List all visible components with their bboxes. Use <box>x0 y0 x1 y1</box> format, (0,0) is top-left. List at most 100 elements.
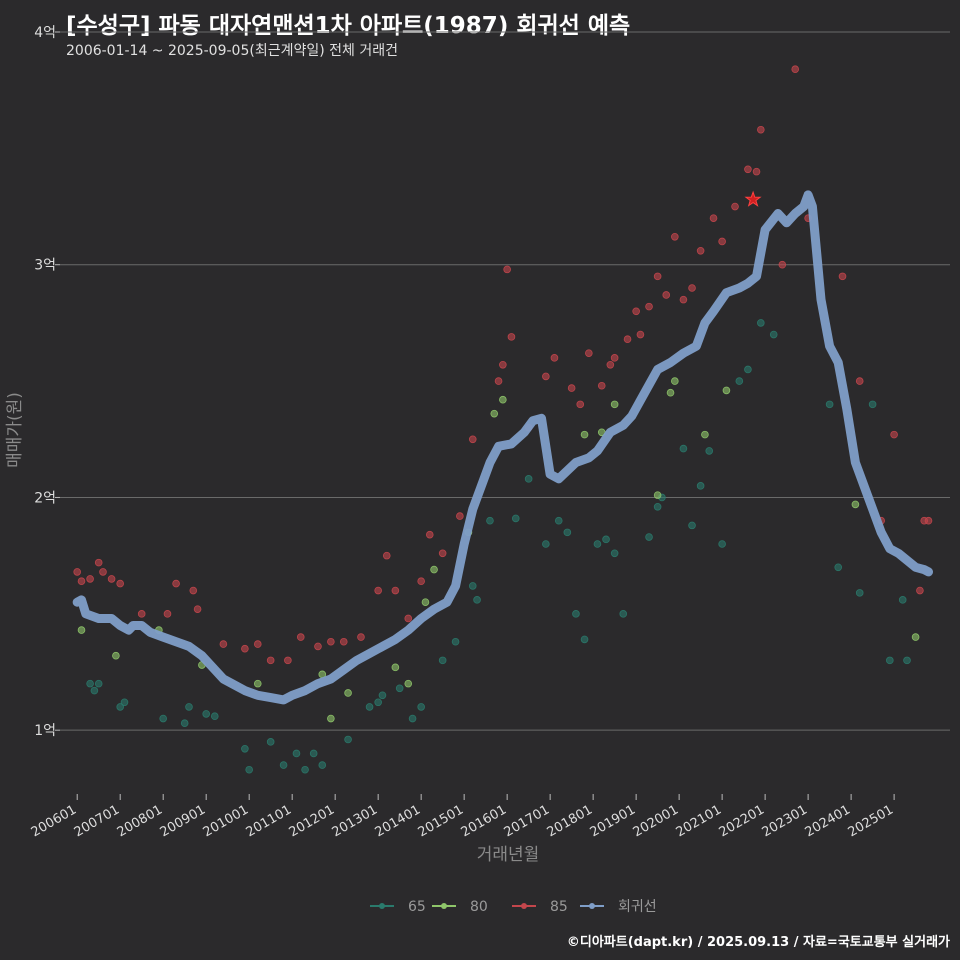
data-point-65 <box>580 635 589 644</box>
data-point-65 <box>374 698 382 707</box>
data-point-65 <box>301 765 309 774</box>
data-point-85 <box>404 614 413 623</box>
data-point-85 <box>339 637 348 646</box>
scatter-points <box>73 65 933 774</box>
data-point-85 <box>296 633 305 641</box>
data-point-65 <box>705 447 714 455</box>
legend-key-dot <box>521 903 527 909</box>
y-axis-title: 매매가(원) <box>5 392 25 468</box>
data-point-85 <box>791 65 800 74</box>
legend-label: 회귀선 <box>618 899 657 915</box>
data-point-65 <box>696 482 705 490</box>
data-point-80 <box>344 689 352 697</box>
data-point-85 <box>757 125 765 134</box>
legend-label: 80 <box>470 899 488 915</box>
data-point-65 <box>554 516 563 525</box>
data-point-80 <box>580 430 589 439</box>
x-tick-label: 200901 <box>158 802 208 840</box>
x-tick-label: 201301 <box>330 802 380 840</box>
data-point-80 <box>391 663 400 672</box>
legend-label: 85 <box>550 899 568 915</box>
footer-credit: ©디아파트(dapt.kr) / 2025.09.13 / 자료=국토교통부 실… <box>566 935 950 950</box>
x-tick-label: 201901 <box>588 802 638 840</box>
data-point-65 <box>344 735 352 744</box>
regression-line-layer <box>72 190 933 705</box>
data-point-65 <box>610 549 619 558</box>
data-point-85 <box>731 202 739 211</box>
data-point-85 <box>662 291 671 299</box>
data-point-85 <box>653 272 662 281</box>
data-point-65 <box>769 330 778 339</box>
x-tick-label: 200601 <box>29 802 79 840</box>
data-point-85 <box>696 246 705 255</box>
data-point-85 <box>189 586 198 595</box>
data-point-65 <box>309 749 318 758</box>
data-point-85 <box>550 354 559 362</box>
data-point-65 <box>159 714 167 723</box>
data-point-85 <box>778 260 787 269</box>
data-point-65 <box>542 540 550 548</box>
x-tick-label: 200701 <box>72 802 122 840</box>
data-point-85 <box>503 265 511 274</box>
data-point-80 <box>722 386 731 395</box>
data-point-85 <box>623 335 632 344</box>
highlight-star-point <box>744 190 762 207</box>
data-point-85 <box>219 640 228 648</box>
data-point-65 <box>563 528 572 537</box>
y-tick-label: 1억 <box>34 723 56 739</box>
x-tick-label: 201701 <box>502 802 552 840</box>
y-tick-label: 4억 <box>34 25 56 41</box>
data-point-85 <box>425 530 434 539</box>
data-point-65 <box>417 703 425 711</box>
data-point-80 <box>421 598 430 606</box>
x-tick-label: 201001 <box>201 802 251 840</box>
legend-key-dot <box>589 903 595 909</box>
data-point-65 <box>903 656 911 665</box>
legend-key-dot <box>441 903 447 909</box>
y-tick-label: 3억 <box>34 258 56 274</box>
data-point-85 <box>137 610 146 618</box>
legend-key-dot <box>379 903 385 909</box>
data-point-85 <box>253 640 262 648</box>
data-point-65 <box>185 703 193 711</box>
data-point-85 <box>284 656 292 665</box>
data-point-85 <box>86 575 94 583</box>
data-point-80 <box>701 430 709 439</box>
data-point-85 <box>838 272 847 281</box>
data-point-85 <box>456 512 464 520</box>
data-point-65 <box>645 533 653 541</box>
data-point-65 <box>886 656 894 665</box>
data-point-65 <box>825 400 834 409</box>
data-point-85 <box>671 233 679 241</box>
x-tick-label: 201601 <box>459 802 509 840</box>
data-point-65 <box>757 319 765 327</box>
data-point-85 <box>391 586 400 595</box>
x-tick-label: 202201 <box>717 802 767 840</box>
data-point-85 <box>172 579 180 588</box>
data-point-65 <box>86 679 94 688</box>
data-point-65 <box>241 744 249 753</box>
data-point-65 <box>180 719 189 727</box>
data-point-85 <box>645 302 653 311</box>
data-point-85 <box>374 586 382 595</box>
y-axis-ticks: 1억 2억 3억 4억 <box>34 25 60 739</box>
data-point-85 <box>855 377 864 385</box>
x-tick-label: 200801 <box>115 802 165 840</box>
data-point-65 <box>451 637 460 646</box>
data-point-85 <box>636 330 645 339</box>
data-point-65 <box>120 698 129 707</box>
data-point-65 <box>210 712 219 721</box>
data-point-65 <box>202 710 210 718</box>
data-point-85 <box>585 349 593 357</box>
data-point-85 <box>73 568 81 576</box>
data-point-65 <box>679 444 688 453</box>
data-point-85 <box>916 586 924 595</box>
data-point-85 <box>576 400 585 409</box>
data-point-85 <box>890 430 898 439</box>
data-point-85 <box>241 644 249 653</box>
x-tick-label: 201401 <box>373 802 423 840</box>
x-tick-label: 202101 <box>674 802 724 840</box>
x-axis-title: 거래년월 <box>477 845 540 865</box>
data-point-85 <box>744 165 752 174</box>
